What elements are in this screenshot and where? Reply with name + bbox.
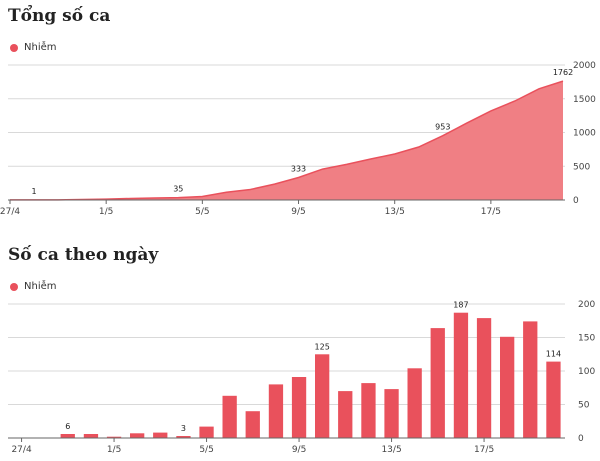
x-tick-label: 17/5 — [481, 207, 501, 217]
chart-1-legend[interactable]: Nhiễm — [10, 42, 57, 53]
bar-23 — [546, 361, 561, 438]
bar-5 — [130, 433, 145, 438]
bar-16 — [384, 389, 399, 438]
x-tick-label: 9/5 — [292, 445, 306, 455]
series-area-nhiem — [10, 81, 563, 200]
bar-6 — [153, 432, 168, 438]
y-tick-label: 150 — [578, 334, 595, 344]
data-label: 3 — [181, 424, 186, 433]
bar-9 — [222, 395, 237, 438]
chart-2-title: Số ca theo ngày — [8, 245, 159, 265]
y-tick-label: 100 — [578, 367, 595, 377]
x-tick-label: 1/5 — [99, 207, 113, 217]
x-tick-label: 13/5 — [381, 445, 401, 455]
x-tick-label: 17/5 — [474, 445, 494, 455]
chart-1-legend-label: Nhiễm — [24, 42, 57, 53]
bar-17 — [407, 368, 422, 438]
y-tick-label: 50 — [578, 401, 590, 411]
data-label: 187 — [453, 301, 468, 310]
chart-2-legend[interactable]: Nhiễm — [10, 281, 57, 292]
y-tick-label: 2000 — [573, 61, 596, 71]
bar-12 — [291, 377, 307, 438]
bar-3 — [83, 434, 99, 438]
y-tick-label: 200 — [578, 300, 595, 310]
x-tick-label: 9/5 — [291, 207, 305, 217]
x-tick-label: 1/5 — [107, 445, 121, 455]
bar-20 — [476, 318, 492, 438]
data-label: 125 — [315, 342, 330, 351]
data-label: 333 — [291, 165, 306, 174]
chart-2-legend-label: Nhiễm — [24, 281, 57, 292]
y-tick-label: 1500 — [573, 95, 596, 105]
data-label: 35 — [173, 185, 183, 194]
bar-4 — [106, 436, 122, 438]
legend-dot-icon — [10, 282, 18, 291]
data-label: 1 — [31, 187, 36, 196]
x-tick-label: 27/4 — [11, 445, 31, 455]
chart-1-area-chart: 0 500 1000 1500 2000 27/4 1/5 5/5 9/5 13/5 17/5 1 35… — [0, 61, 596, 217]
bar-7 — [176, 436, 191, 438]
bar-10 — [245, 411, 260, 438]
bar-21 — [500, 336, 515, 438]
x-tick-label: 5/5 — [195, 207, 209, 217]
y-tick-label: 500 — [573, 162, 590, 172]
x-tick-label: 27/4 — [0, 207, 20, 217]
y-tick-label: 0 — [578, 434, 584, 444]
bar-14 — [338, 391, 353, 438]
x-tick-label: 5/5 — [199, 445, 213, 455]
data-label: 114 — [546, 350, 561, 359]
bar-8 — [199, 426, 214, 438]
bar-2 — [60, 434, 75, 438]
legend-dot-icon — [10, 43, 18, 52]
y-tick-label: 1000 — [573, 129, 596, 139]
bar-15 — [361, 383, 376, 438]
bar-18 — [430, 328, 445, 438]
data-label: 953 — [435, 123, 450, 132]
chart-1-title: Tổng số ca — [8, 6, 111, 26]
series-line-nhiem — [10, 80, 564, 201]
bar-22 — [523, 321, 538, 438]
x-tick-label: 13/5 — [385, 207, 405, 217]
data-label: 1762 — [553, 68, 573, 77]
y-tick-label: 0 — [573, 196, 579, 206]
bar-13 — [315, 354, 330, 439]
bar-11 — [268, 384, 284, 438]
data-label: 6 — [65, 422, 70, 431]
bar-19 — [453, 312, 469, 438]
